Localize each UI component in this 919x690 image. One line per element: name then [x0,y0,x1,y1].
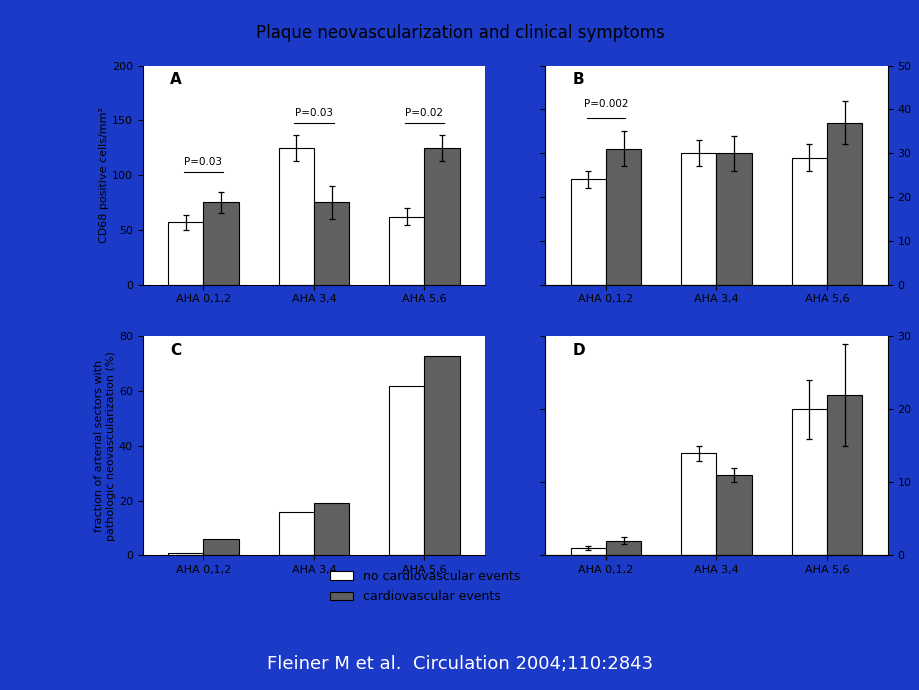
Bar [278,512,313,555]
Text: A: A [170,72,182,87]
Text: D: D [572,343,584,358]
Bar [203,202,239,285]
Text: P=0.02: P=0.02 [405,108,443,118]
Bar [826,395,861,555]
Bar [168,553,203,555]
Bar [680,453,716,555]
Text: Fleiner M et al.  Circulation 2004;110:2843: Fleiner M et al. Circulation 2004;110:28… [267,655,652,673]
Bar [168,222,203,285]
Bar [570,179,606,285]
Bar [790,409,826,555]
Bar [313,202,349,285]
Bar [680,153,716,285]
Bar [606,541,641,555]
Bar [203,539,239,555]
Bar [313,504,349,555]
Text: Plaque neovascularization and clinical symptoms: Plaque neovascularization and clinical s… [255,24,664,42]
Bar [716,475,751,555]
Text: P=0.002: P=0.002 [583,99,628,109]
Bar [570,548,606,555]
Bar [424,355,460,555]
Bar [790,157,826,285]
Text: P=0.03: P=0.03 [295,108,333,118]
Bar [389,217,424,285]
Legend: no cardiovascular events, cardiovascular events: no cardiovascular events, cardiovascular… [325,564,525,609]
Bar [716,153,751,285]
Bar [826,123,861,285]
Y-axis label: fraction of arterial sectors with
pathologic neovascularization (%): fraction of arterial sectors with pathol… [95,351,116,541]
Bar [278,148,313,285]
Y-axis label: CD68 positive cells/mm²: CD68 positive cells/mm² [99,107,108,243]
Text: B: B [572,72,584,87]
Text: P=0.03: P=0.03 [184,157,222,168]
Bar [389,386,424,555]
Bar [424,148,460,285]
Text: C: C [170,343,181,358]
Bar [606,149,641,285]
